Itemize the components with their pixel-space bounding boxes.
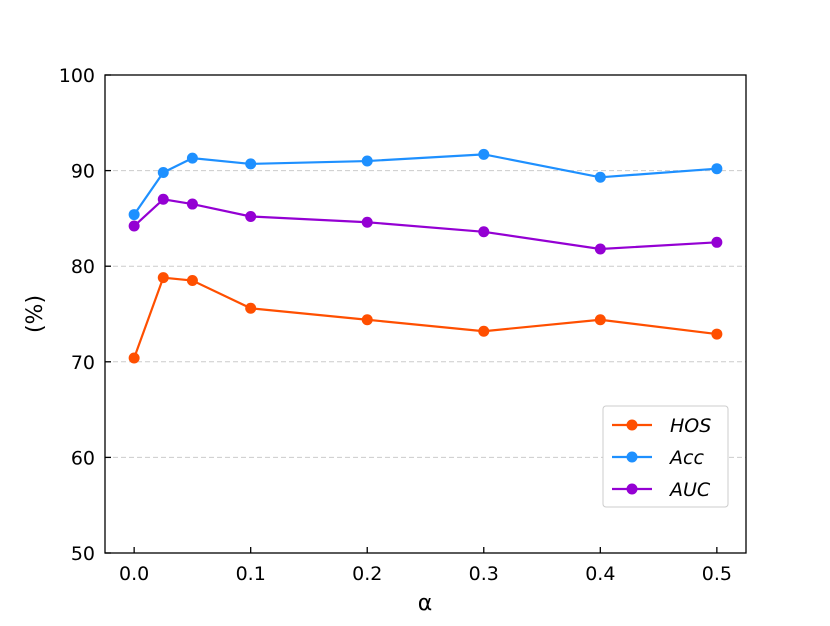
data-point-auc <box>157 193 169 205</box>
data-point-auc <box>128 220 140 232</box>
x-tick-label: 0.3 <box>469 563 499 585</box>
series-line-auc <box>133 198 717 251</box>
data-point-auc <box>478 226 490 238</box>
data-point-hos <box>361 314 373 326</box>
data-point-acc <box>711 163 723 175</box>
y-axis-label: (%) <box>23 295 48 333</box>
y-tick-label: 90 <box>71 161 95 183</box>
y-tick-label: 60 <box>71 447 95 469</box>
y-tick-label: 50 <box>71 543 95 565</box>
legend-marker <box>626 419 638 431</box>
legend-label: Acc <box>668 447 704 469</box>
data-point-auc <box>245 210 257 222</box>
data-point-acc <box>128 209 140 221</box>
data-point-acc <box>594 171 606 183</box>
series-group <box>128 148 723 364</box>
data-point-hos <box>711 328 723 340</box>
x-tick-label: 0.0 <box>119 563 149 585</box>
data-point-acc <box>361 155 373 167</box>
legend-label: HOS <box>670 415 711 437</box>
data-point-acc <box>186 152 198 164</box>
y-tick-label: 70 <box>71 352 95 374</box>
legend-label: AUC <box>668 479 711 501</box>
data-point-hos <box>186 275 198 287</box>
x-axis-label: α <box>418 591 433 616</box>
y-tick-label: 100 <box>59 65 95 87</box>
data-point-acc <box>245 158 257 170</box>
legend-box <box>602 405 729 508</box>
data-point-acc <box>157 167 169 179</box>
data-point-hos <box>594 314 606 326</box>
data-point-auc <box>361 216 373 228</box>
x-tick-label: 0.2 <box>352 563 382 585</box>
legend-marker <box>626 451 638 463</box>
data-point-hos <box>478 325 490 337</box>
y-tick-label: 80 <box>71 256 95 278</box>
data-point-auc <box>711 236 723 248</box>
data-point-hos <box>245 302 257 314</box>
plot-frame <box>104 74 747 554</box>
grid-lines <box>105 170 746 458</box>
data-point-acc <box>478 148 490 160</box>
ticks: 50 60 70 80 90 100 0.0 0.1 0.2 0.3 0.4 0.5 <box>59 65 732 585</box>
x-tick-label: 0.5 <box>702 563 732 585</box>
x-tick-label: 0.1 <box>236 563 266 585</box>
data-point-hos <box>128 352 140 364</box>
legend-marker <box>626 483 638 495</box>
data-point-hos <box>157 272 169 284</box>
legend: HOS Acc AUC <box>602 405 729 508</box>
x-tick-label: 0.4 <box>585 563 615 585</box>
data-point-auc <box>186 198 198 210</box>
data-point-auc <box>594 243 606 255</box>
series-line-hos <box>133 276 717 359</box>
series-line-acc <box>133 153 717 216</box>
